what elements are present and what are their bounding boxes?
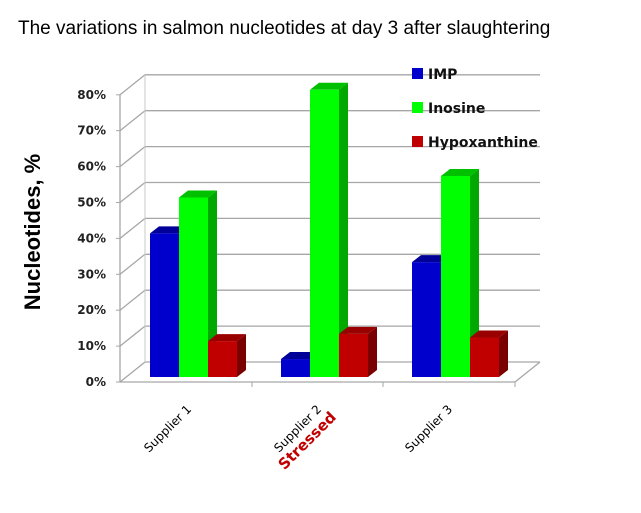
y-tick-label: 20%	[77, 303, 106, 317]
chart-title: The variations in salmon nucleotides at …	[18, 18, 551, 39]
bars	[150, 82, 508, 378]
y-tick-label: 0%	[86, 375, 106, 389]
y-tick-label: 30%	[77, 267, 106, 281]
legend-swatch-inosine	[412, 102, 423, 113]
legend-label: IMP	[428, 67, 457, 83]
bar-imp	[281, 359, 310, 377]
bar-imp	[412, 262, 441, 377]
y-tick-label: 80%	[77, 88, 106, 102]
y-tick-label: 10%	[77, 339, 106, 353]
y-tick-label: 40%	[77, 231, 106, 245]
y-tick-label: 50%	[77, 196, 106, 210]
legend-label: Hypoxanthine	[428, 135, 538, 151]
bar-inosine	[179, 197, 208, 377]
bar-group-2	[281, 82, 377, 378]
legend-label: Inosine	[428, 101, 485, 117]
bar-inosine	[310, 89, 339, 378]
x-axis-label: Supplier 3	[402, 402, 455, 455]
bar-group-3	[412, 168, 508, 377]
bar-hypoxanthine	[208, 341, 237, 377]
legend-swatch-hypoxanthine	[412, 136, 423, 147]
legend-swatch-imp	[412, 68, 423, 79]
y-axis-title: Nucleotides, %	[20, 154, 45, 310]
bar-imp	[150, 233, 179, 377]
x-axis-label: Supplier 1	[141, 402, 194, 455]
legend: IMP Inosine Hypoxanthine	[412, 67, 538, 151]
bar-group-1	[150, 190, 246, 377]
y-tick-label: 60%	[77, 160, 106, 174]
bar-inosine	[441, 175, 470, 377]
bar-hypoxanthine	[339, 333, 368, 377]
bar-hypoxanthine	[470, 337, 499, 377]
y-tick-label: 70%	[77, 124, 106, 138]
